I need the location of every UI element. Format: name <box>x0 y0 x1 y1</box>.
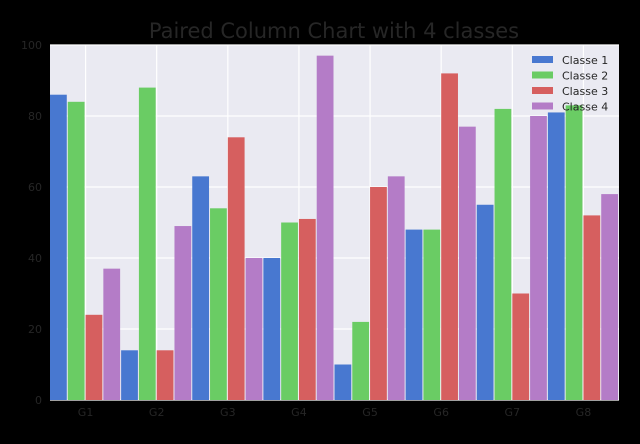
legend-label: Classe 3 <box>562 85 608 98</box>
bar-classe-3-g2 <box>156 350 174 400</box>
bar-classe-4-g3 <box>245 258 263 400</box>
bar-classe-2-g7 <box>494 108 512 401</box>
x-tick-label: G6 <box>433 406 449 419</box>
y-tick-label: 20 <box>28 323 42 336</box>
bar-classe-2-g5 <box>352 321 370 400</box>
x-tick-label: G1 <box>78 406 94 419</box>
bar-classe-2-g1 <box>67 101 85 401</box>
x-tick-label: G4 <box>291 406 307 419</box>
bar-classe-4-g5 <box>387 176 405 400</box>
bar-classe-3-g1 <box>85 314 103 400</box>
x-tick-label: G2 <box>149 406 165 419</box>
y-tick-label: 100 <box>21 39 42 52</box>
bar-classe-1-g6 <box>405 229 423 400</box>
bar-classe-1-g7 <box>476 204 494 400</box>
bar-classe-2-g8 <box>565 105 583 400</box>
bar-classe-3-g7 <box>512 293 530 400</box>
legend-label: Classe 4 <box>562 101 608 114</box>
legend-label: Classe 2 <box>562 70 608 83</box>
bar-classe-2-g2 <box>138 87 156 400</box>
legend-swatch <box>532 56 553 63</box>
bar-classe-1-g2 <box>121 350 138 400</box>
bar-classe-4-g6 <box>458 126 476 401</box>
legend-label: Classe 1 <box>562 54 608 67</box>
y-axis-ticks: 0 20 40 60 80 100 <box>21 39 42 407</box>
bar-classe-2-g3 <box>210 208 227 400</box>
bar-classe-4-g7 <box>530 116 547 400</box>
x-tick-label: G8 <box>576 406 592 419</box>
bars <box>50 55 618 401</box>
bar-classe-1-g4 <box>263 258 281 400</box>
y-tick-label: 0 <box>35 394 42 407</box>
x-tick-label: G3 <box>220 406 236 419</box>
bar-classe-1-g3 <box>192 176 210 400</box>
legend-swatch <box>532 87 553 94</box>
bar-classe-3-g8 <box>583 215 601 400</box>
bar-classe-3-g3 <box>227 137 245 401</box>
legend-swatch <box>532 102 553 110</box>
legend-swatch <box>532 71 553 79</box>
y-tick-label: 40 <box>28 252 42 265</box>
chart-title: Paired Column Chart with 4 classes <box>149 19 519 43</box>
bar-classe-4-g8 <box>601 194 618 400</box>
bar-classe-3-g6 <box>441 73 458 401</box>
bar-classe-2-g4 <box>281 222 298 400</box>
bar-classe-1-g8 <box>547 112 565 400</box>
bar-classe-1-g1 <box>50 94 67 400</box>
bar-classe-4-g2 <box>174 226 192 400</box>
bar-classe-2-g6 <box>423 229 441 400</box>
y-tick-label: 60 <box>28 181 42 194</box>
bar-classe-4-g4 <box>316 55 334 401</box>
x-axis-ticks: G1 G2 G3 G4 G5 G6 G7 G8 <box>78 406 591 419</box>
y-tick-label: 80 <box>28 110 42 123</box>
bar-classe-3-g4 <box>298 218 316 400</box>
legend: Classe 1 Classe 2 Classe 3 Classe 4 <box>532 54 608 114</box>
x-tick-label: G7 <box>505 406 521 419</box>
bar-classe-1-g5 <box>334 364 352 400</box>
bar-classe-4-g1 <box>103 268 121 400</box>
x-tick-label: G5 <box>362 406 378 419</box>
bar-classe-3-g5 <box>370 187 387 400</box>
